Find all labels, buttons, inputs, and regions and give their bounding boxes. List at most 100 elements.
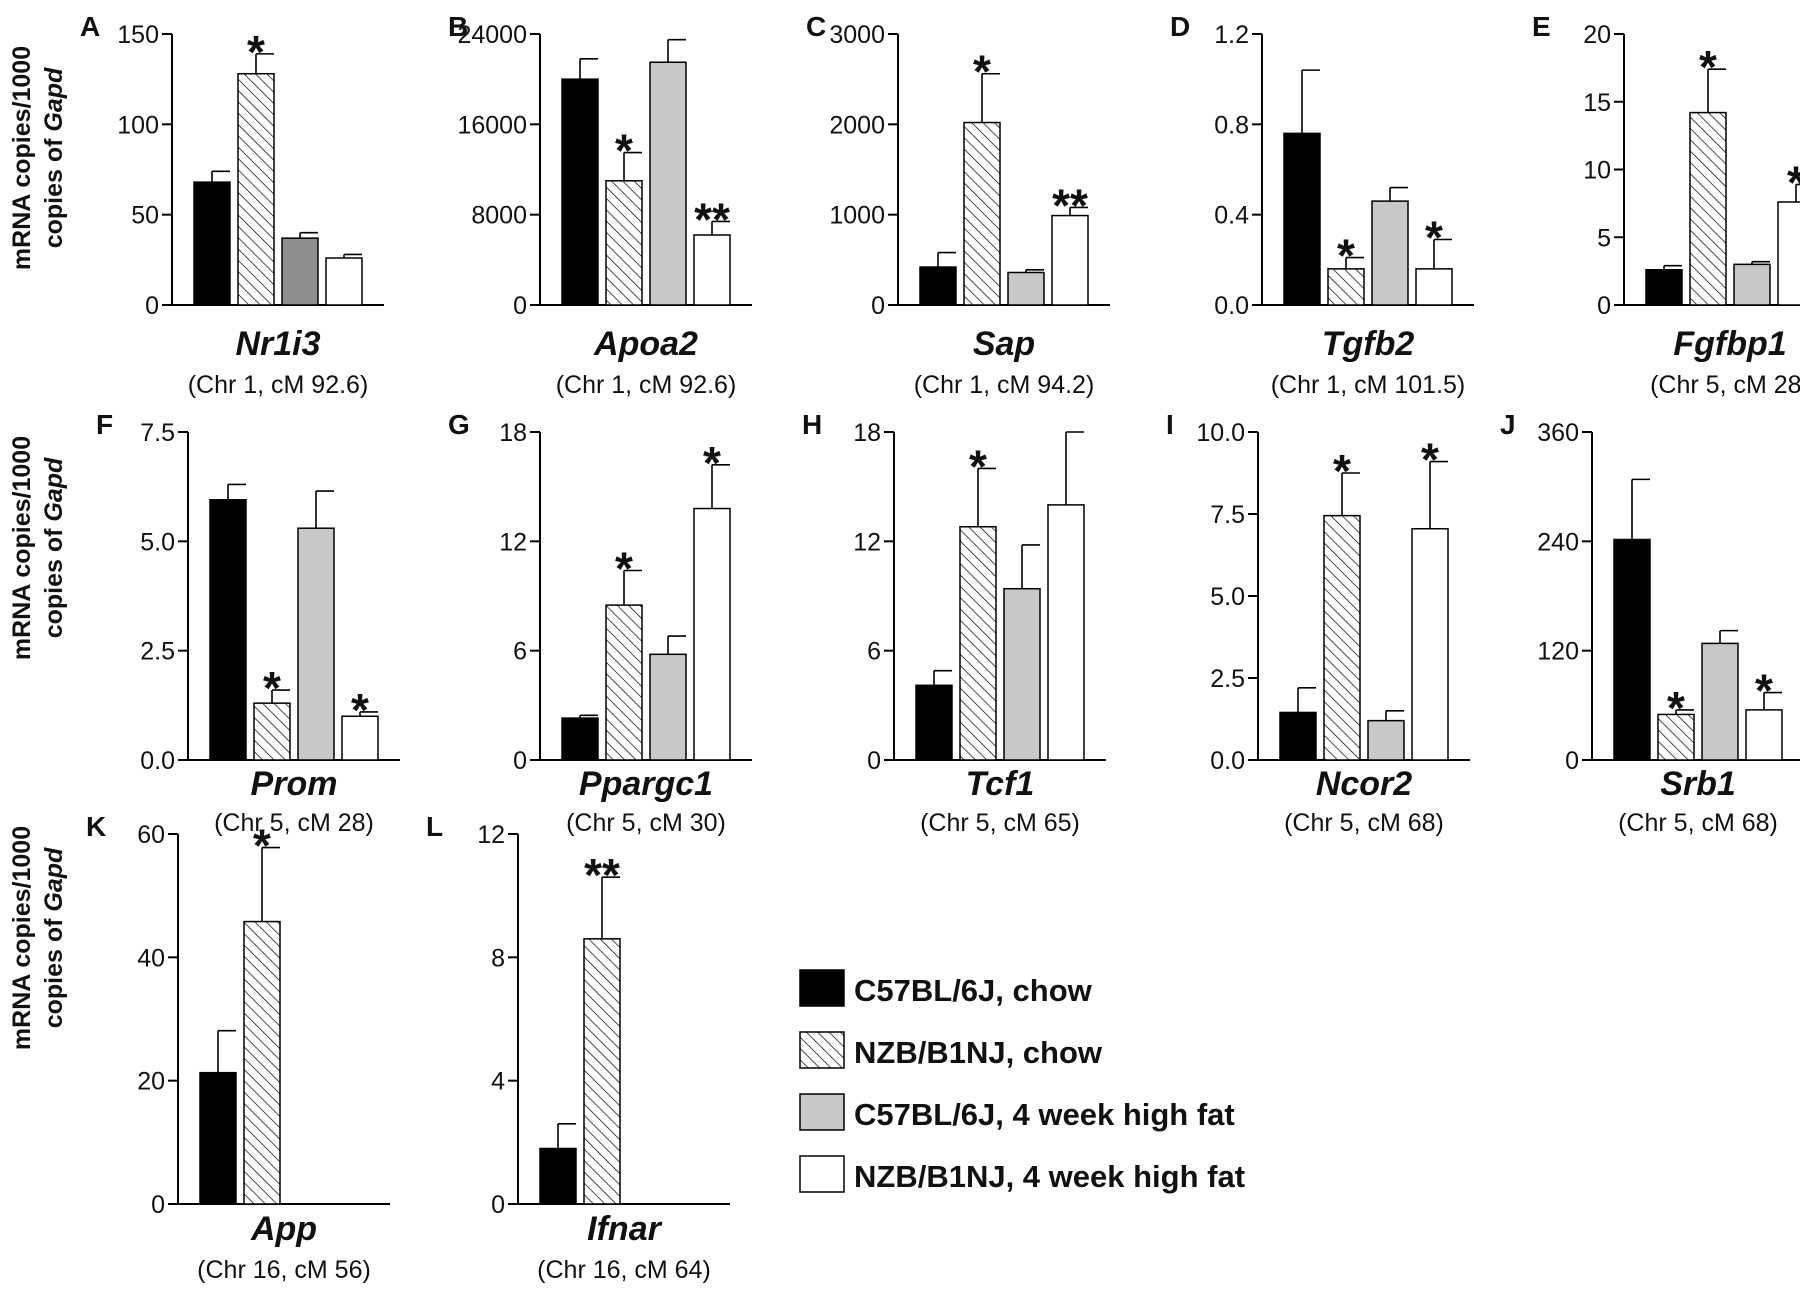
- bar: [1007, 271, 1045, 306]
- bar: [297, 527, 335, 761]
- y-tick-label: 0: [513, 292, 527, 320]
- bar: [1415, 268, 1453, 306]
- legend-swatch-nzb-chow: [799, 1031, 845, 1069]
- legend-item-nzb-hf: NZB/B1NJ, 4 week high fat: [799, 1155, 1245, 1194]
- bar: [605, 180, 643, 306]
- significance-marker: *: [969, 440, 987, 492]
- panel-g: 0 6 12 18 G * * Ppargc1 (Chr 5, cM 30): [448, 409, 752, 837]
- y-tick-label: 12: [499, 528, 527, 556]
- chromosome-location: (Chr 1, cM 94.2): [914, 371, 1095, 399]
- panel-letter: J: [1500, 409, 1516, 440]
- legend-swatch-c57-chow: [799, 969, 845, 1007]
- bar: [693, 507, 731, 761]
- y-axis-title-line2: copies of Gapd: [40, 67, 68, 248]
- chromosome-location: (Chr 5, cM 65): [920, 809, 1080, 837]
- y-tick-label: 24000: [457, 21, 527, 49]
- y-tick-label: 6: [867, 638, 881, 666]
- bar: [1323, 514, 1361, 761]
- legend: C57BL/6J, chow NZB/B1NJ, chow C57BL/6J, …: [799, 969, 1245, 1194]
- significance-marker: *: [1699, 41, 1717, 93]
- y-tick-label: 20: [1583, 21, 1611, 49]
- legend-swatch-c57-hf: [799, 1093, 845, 1131]
- y-tick-label: 0.8: [1214, 111, 1249, 139]
- significance-marker: **: [694, 193, 730, 245]
- bar: [963, 121, 1001, 306]
- panel-letter: D: [1170, 11, 1190, 42]
- y-axis-title-line2: copies of Gapd: [40, 847, 68, 1028]
- bar: [649, 653, 687, 761]
- legend-item-c57-chow: C57BL/6J, chow: [799, 969, 1093, 1008]
- gene-name: Tgfb2: [1322, 325, 1415, 363]
- bar: [693, 234, 731, 306]
- gene-name: Sap: [973, 325, 1035, 363]
- y-tick-label: 20: [137, 1068, 165, 1096]
- bar: [325, 257, 363, 306]
- bar: [209, 499, 247, 761]
- gene-name: Prom: [251, 765, 338, 803]
- panel-letter: K: [86, 811, 106, 842]
- bar: [1411, 528, 1449, 761]
- y-tick-label: 40: [137, 944, 165, 972]
- gene-name: Ifnar: [587, 1210, 662, 1248]
- chromosome-location: (Chr 1, cM 101.5): [1271, 371, 1466, 399]
- bar: [243, 920, 281, 1205]
- y-tick-label: 0: [871, 292, 885, 320]
- y-tick-label: 18: [499, 419, 527, 447]
- y-tick-label: 15: [1583, 89, 1611, 117]
- y-tick-label: 16000: [457, 111, 527, 139]
- y-tick-label: 240: [1537, 528, 1579, 556]
- panel-k: 0 20 40 60 K * App (Chr 16, cM 56): [86, 811, 390, 1284]
- bar: [583, 938, 621, 1205]
- bar: [561, 78, 599, 306]
- y-tick-label: 0.4: [1214, 202, 1249, 230]
- y-axis-title-row-2: mRNA copies/1000 copies of Gapd: [8, 436, 68, 660]
- y-tick-label: 150: [117, 21, 159, 49]
- y-tick-label: 7.5: [1210, 501, 1245, 529]
- y-tick-label: 18: [853, 419, 881, 447]
- bar: [1657, 713, 1695, 761]
- y-axis-title-line2: copies of Gapd: [40, 457, 68, 638]
- chromosome-location: (Chr 5, cM 68): [1284, 809, 1444, 837]
- y-axis-title-row-1: mRNA copies/1000 copies of Gapd: [8, 46, 68, 270]
- significance-marker: *: [1421, 434, 1439, 486]
- chromosome-location: (Chr 16, cM 64): [537, 1256, 711, 1284]
- gene-name: App: [250, 1210, 317, 1248]
- bar: [1733, 263, 1771, 306]
- y-tick-label: 0: [513, 747, 527, 775]
- y-tick-label: 6: [513, 638, 527, 666]
- chromosome-location: (Chr 5, cM 30): [566, 809, 726, 837]
- y-tick-label: 100: [117, 111, 159, 139]
- panel-i: 0.0 2.5 5.0 7.5 10.0 I * * Ncor2 (Chr 5, cM 68): [1166, 409, 1470, 837]
- bar: [919, 266, 957, 306]
- significance-marker: *: [263, 662, 281, 714]
- bar: [1745, 709, 1783, 761]
- bar: [237, 72, 275, 306]
- gene-name: Ppargc1: [579, 765, 713, 803]
- panel-e: 0 5 10 15 20 E * * Fgfbp1 (Chr 5, cM 28): [1532, 11, 1800, 399]
- bar: [1777, 201, 1800, 306]
- panel-letter: F: [96, 409, 113, 440]
- panel-l: 0 4 8 12 L ** Ifnar (Chr 16, cM 64): [426, 811, 730, 1284]
- y-tick-label: 0: [145, 292, 159, 320]
- y-tick-label: 2.5: [1210, 665, 1245, 693]
- significance-marker: *: [247, 26, 265, 78]
- y-tick-label: 360: [1537, 419, 1579, 447]
- chromosome-location: (Chr 16, cM 56): [197, 1256, 371, 1284]
- significance-marker: *: [703, 437, 721, 489]
- chromosome-location: (Chr 1, cM 92.6): [188, 371, 369, 399]
- panel-letter: H: [802, 409, 822, 440]
- y-tick-label: 2000: [829, 111, 885, 139]
- bar: [1003, 587, 1041, 761]
- gene-name: Ncor2: [1316, 765, 1412, 803]
- y-tick-label: 0: [1565, 747, 1579, 775]
- significance-marker: *: [351, 684, 369, 736]
- bar: [539, 1147, 577, 1205]
- panel-d: 0.0 0.4 0.8 1.2 D * * Tgfb2 (Chr 1, cM 101.5): [1170, 11, 1474, 399]
- chromosome-location: (Chr 1, cM 92.6): [556, 371, 737, 399]
- bar: [1701, 642, 1739, 761]
- y-tick-label: 10.0: [1196, 419, 1245, 447]
- bar: [341, 715, 379, 761]
- panel-h: 0 6 12 18 H * Tcf1 (Chr 5, cM 65): [802, 409, 1106, 837]
